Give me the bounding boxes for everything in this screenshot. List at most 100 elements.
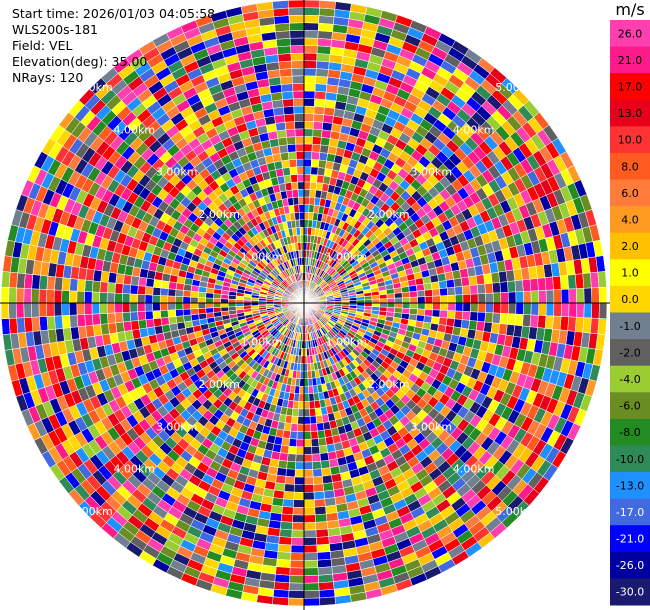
velocity-gate bbox=[477, 293, 487, 304]
velocity-gate bbox=[298, 211, 305, 221]
velocity-gate bbox=[283, 491, 295, 500]
velocity-gate bbox=[318, 22, 334, 33]
velocity-gate bbox=[290, 174, 298, 183]
velocity-gate bbox=[293, 204, 300, 213]
velocity-gate bbox=[318, 152, 328, 162]
velocity-gate bbox=[454, 286, 464, 296]
velocity-gate bbox=[160, 287, 169, 297]
velocity-gate bbox=[283, 483, 295, 493]
velocity-gate bbox=[439, 309, 448, 319]
colorbar-tick-label: -2.0 bbox=[619, 346, 640, 359]
velocity-gate bbox=[300, 234, 305, 243]
velocity-gate bbox=[54, 276, 64, 291]
velocity-gate bbox=[287, 143, 297, 153]
velocity-gate bbox=[288, 590, 305, 599]
velocity-gate bbox=[278, 60, 292, 70]
velocity-gate bbox=[303, 514, 316, 523]
velocity-gate bbox=[303, 385, 310, 395]
velocity-gate bbox=[303, 370, 309, 380]
velocity-gate bbox=[296, 234, 302, 244]
velocity-gate bbox=[316, 536, 330, 546]
velocity-gate bbox=[582, 272, 592, 289]
velocity-gate bbox=[303, 552, 318, 561]
range-ring-label: 5.00km bbox=[71, 505, 113, 518]
velocity-gate bbox=[190, 313, 200, 322]
velocity-gate bbox=[68, 290, 78, 304]
velocity-gate bbox=[567, 274, 577, 290]
velocity-gate bbox=[153, 317, 163, 327]
velocity-gate bbox=[371, 294, 380, 300]
velocity-gate bbox=[303, 454, 313, 463]
velocity-gate bbox=[160, 309, 169, 319]
velocity-gate bbox=[284, 182, 293, 192]
range-ring-label: 1.00km bbox=[241, 251, 283, 264]
velocity-gate bbox=[523, 290, 532, 304]
velocity-gate bbox=[303, 529, 317, 539]
velocity-gate bbox=[303, 158, 312, 168]
velocity-gate bbox=[313, 113, 325, 123]
velocity-gate bbox=[424, 295, 434, 304]
velocity-gate bbox=[313, 483, 325, 493]
velocity-gate bbox=[292, 514, 305, 523]
velocity-gate bbox=[460, 319, 471, 330]
velocity-gate bbox=[317, 437, 327, 447]
colorbar: 26.021.017.013.010.08.06.04.02.01.00.0-1… bbox=[610, 20, 650, 606]
velocity-gate bbox=[288, 582, 305, 592]
colorbar-tick-label: -4.0 bbox=[619, 373, 640, 386]
velocity-gate bbox=[296, 173, 305, 183]
velocity-gate bbox=[68, 302, 78, 316]
velocity-gate bbox=[46, 275, 56, 291]
velocity-gate bbox=[303, 14, 320, 24]
range-ring-label: 2.00km bbox=[198, 208, 240, 221]
velocity-gate bbox=[298, 204, 305, 213]
velocity-gate bbox=[417, 296, 426, 304]
velocity-gate bbox=[129, 311, 139, 322]
velocity-gate bbox=[167, 295, 176, 304]
velocity-gate bbox=[159, 295, 169, 304]
velocity-gate bbox=[303, 7, 320, 16]
velocity-gate bbox=[416, 290, 426, 298]
velocity-gate bbox=[303, 567, 319, 576]
velocity-gate bbox=[552, 315, 562, 331]
velocity-gate bbox=[8, 302, 17, 319]
velocity-gate bbox=[314, 513, 328, 523]
velocity-gate bbox=[1, 271, 11, 288]
velocity-gate bbox=[275, 30, 291, 40]
velocity-gate bbox=[567, 316, 577, 332]
velocity-gate bbox=[371, 298, 381, 304]
velocity-gate bbox=[54, 315, 64, 330]
velocity-gate bbox=[289, 567, 305, 576]
velocity-gate bbox=[568, 288, 577, 304]
velocity-gate bbox=[276, 558, 291, 569]
colorbar-tick-label: 4.0 bbox=[621, 213, 639, 226]
velocity-gate bbox=[289, 559, 305, 569]
range-ring-label: 2.00km bbox=[368, 378, 410, 391]
colorbar-tick-label: -21.0 bbox=[616, 533, 644, 546]
velocity-gate bbox=[183, 314, 193, 323]
velocity-gate bbox=[492, 282, 501, 294]
velocity-gate bbox=[287, 597, 305, 607]
velocity-gate bbox=[309, 408, 317, 417]
velocity-gate bbox=[303, 22, 319, 31]
velocity-gate bbox=[99, 292, 108, 304]
velocity-gate bbox=[281, 159, 291, 169]
velocity-gate bbox=[303, 30, 319, 39]
velocity-gate bbox=[46, 315, 56, 331]
velocity-gate bbox=[303, 416, 311, 425]
velocity-gate bbox=[290, 52, 305, 62]
velocity-gate bbox=[313, 491, 325, 500]
velocity-gate bbox=[276, 551, 292, 561]
velocity-gate bbox=[279, 68, 293, 78]
velocity-gate bbox=[484, 312, 494, 324]
elevation-text: Elevation(deg): 35.00 bbox=[12, 54, 148, 69]
velocity-gate bbox=[289, 30, 305, 39]
velocity-gate bbox=[468, 275, 478, 286]
velocity-gate bbox=[144, 302, 153, 312]
velocity-gate bbox=[53, 289, 63, 304]
velocity-gate bbox=[303, 506, 316, 516]
scan-metadata: Start time: 2026/01/03 04:05:58 WLS200s-… bbox=[12, 6, 215, 86]
velocity-gate bbox=[291, 189, 299, 198]
velocity-gate bbox=[298, 385, 305, 395]
range-ring-label: 4.00km bbox=[453, 123, 495, 136]
velocity-gate bbox=[287, 0, 305, 9]
